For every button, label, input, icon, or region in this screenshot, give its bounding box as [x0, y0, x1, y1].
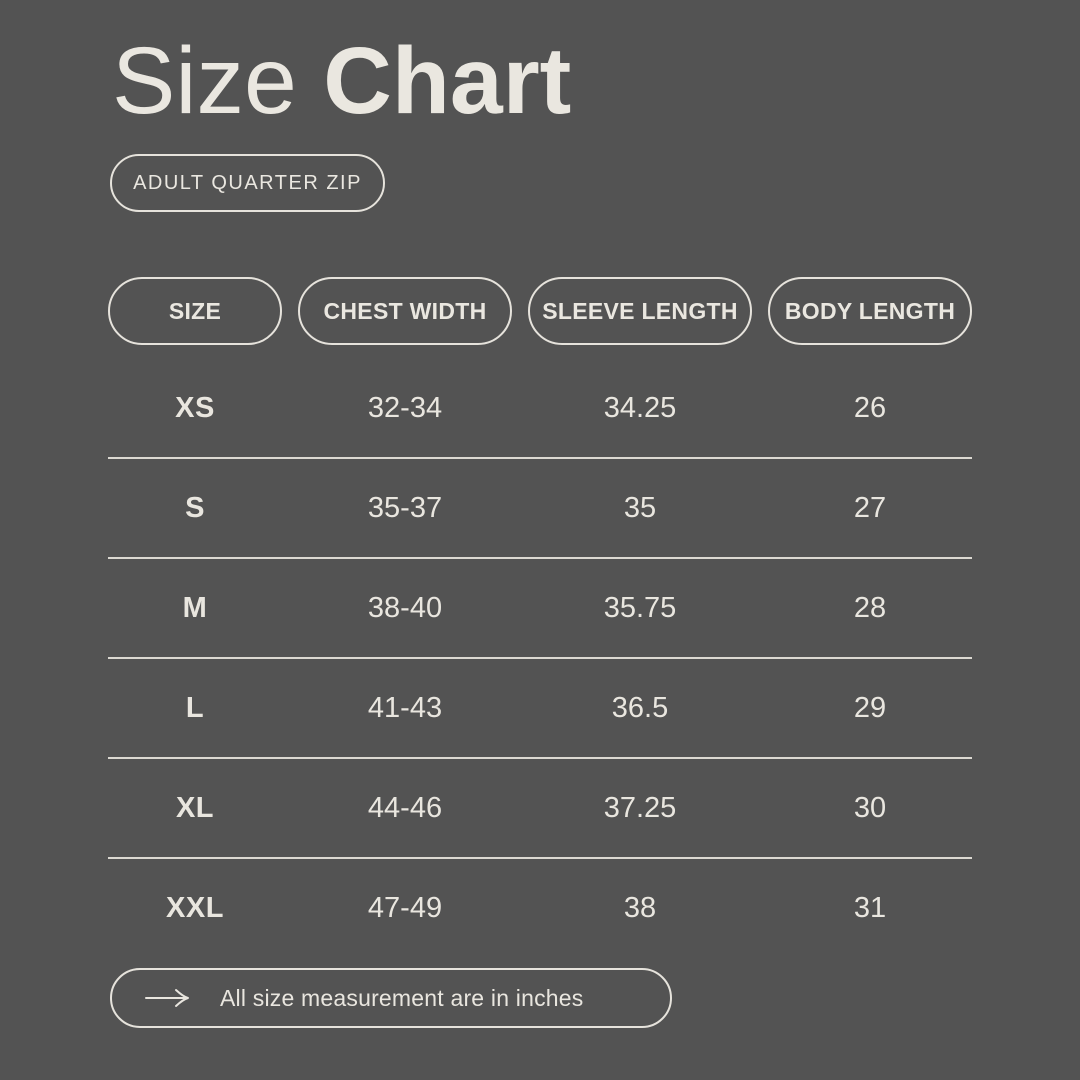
- cell-chest-width: 41-43: [367, 691, 443, 724]
- table-row-xxl: XXL 47-49 38 31: [108, 857, 972, 957]
- cell-sleeve-length: 38: [623, 891, 657, 924]
- cell-size: M: [182, 591, 208, 624]
- cell-body-length: 26: [853, 391, 887, 424]
- page-title-bold: Chart: [323, 28, 572, 134]
- cell-sleeve-length: 37.25: [603, 791, 677, 824]
- cell-body-length: 28: [853, 591, 887, 624]
- column-header-chest-width: CHEST WIDTH: [298, 277, 512, 345]
- table-row-xl: XL 44-46 37.25 30: [108, 757, 972, 857]
- cell-size: S: [185, 491, 205, 524]
- table-row-l: L 41-43 36.5 29: [108, 657, 972, 757]
- cell-size: L: [185, 691, 205, 724]
- units-note-text: All size measurement are in inches: [220, 984, 584, 1011]
- cell-body-length: 29: [853, 691, 887, 724]
- size-table-body: XS 32-34 34.25 26 S 35-37 35 27 M 38-40 …: [108, 359, 972, 957]
- cell-chest-width: 47-49: [367, 891, 443, 924]
- cell-sleeve-length: 35.75: [603, 591, 677, 624]
- cell-size: XXL: [166, 891, 224, 924]
- table-row-xs: XS 32-34 34.25 26: [108, 359, 972, 457]
- column-header-sleeve-length: SLEEVE LENGTH: [528, 277, 752, 345]
- cell-sleeve-length: 34.25: [603, 391, 677, 424]
- cell-chest-width: 38-40: [367, 591, 443, 624]
- cell-chest-width: 44-46: [367, 791, 443, 824]
- cell-body-length: 27: [853, 491, 887, 524]
- product-badge-label: ADULT QUARTER ZIP: [133, 171, 362, 194]
- cell-body-length: 31: [853, 891, 887, 924]
- cell-sleeve-length: 35: [623, 491, 657, 524]
- page-title: Size Chart: [112, 34, 571, 129]
- size-table: SIZE CHEST WIDTH SLEEVE LENGTH BODY LENG…: [108, 277, 972, 957]
- column-header-body-length: BODY LENGTH: [768, 277, 972, 345]
- right-arrow-icon: [144, 986, 192, 1010]
- cell-size: XL: [175, 791, 215, 824]
- size-table-header: SIZE CHEST WIDTH SLEEVE LENGTH BODY LENG…: [108, 277, 972, 345]
- product-badge: ADULT QUARTER ZIP: [110, 154, 385, 212]
- column-header-size: SIZE: [108, 277, 282, 345]
- page-title-light: Size: [112, 28, 297, 134]
- units-note-pill: All size measurement are in inches: [110, 968, 672, 1028]
- cell-chest-width: 32-34: [367, 391, 443, 424]
- cell-body-length: 30: [853, 791, 887, 824]
- table-row-s: S 35-37 35 27: [108, 457, 972, 557]
- cell-sleeve-length: 36.5: [611, 691, 669, 724]
- cell-size: XS: [175, 391, 215, 424]
- table-row-m: M 38-40 35.75 28: [108, 557, 972, 657]
- cell-chest-width: 35-37: [367, 491, 443, 524]
